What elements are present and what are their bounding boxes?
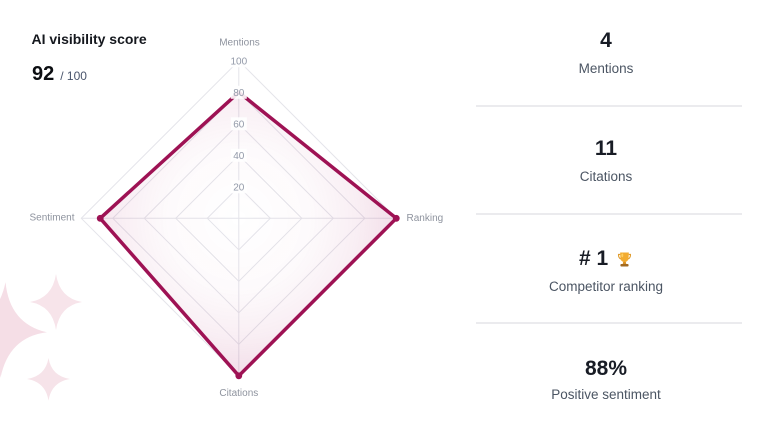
svg-text:80: 80 (233, 88, 245, 99)
svg-text:Citations: Citations (219, 388, 258, 399)
svg-text:Sentiment: Sentiment (29, 213, 74, 224)
svg-text:60: 60 (233, 119, 245, 130)
svg-text:100: 100 (230, 56, 247, 67)
svg-text:40: 40 (233, 151, 245, 162)
svg-text:Mentions: Mentions (219, 38, 260, 49)
svg-text:20: 20 (233, 182, 245, 193)
svg-text:Ranking: Ranking (407, 213, 444, 224)
